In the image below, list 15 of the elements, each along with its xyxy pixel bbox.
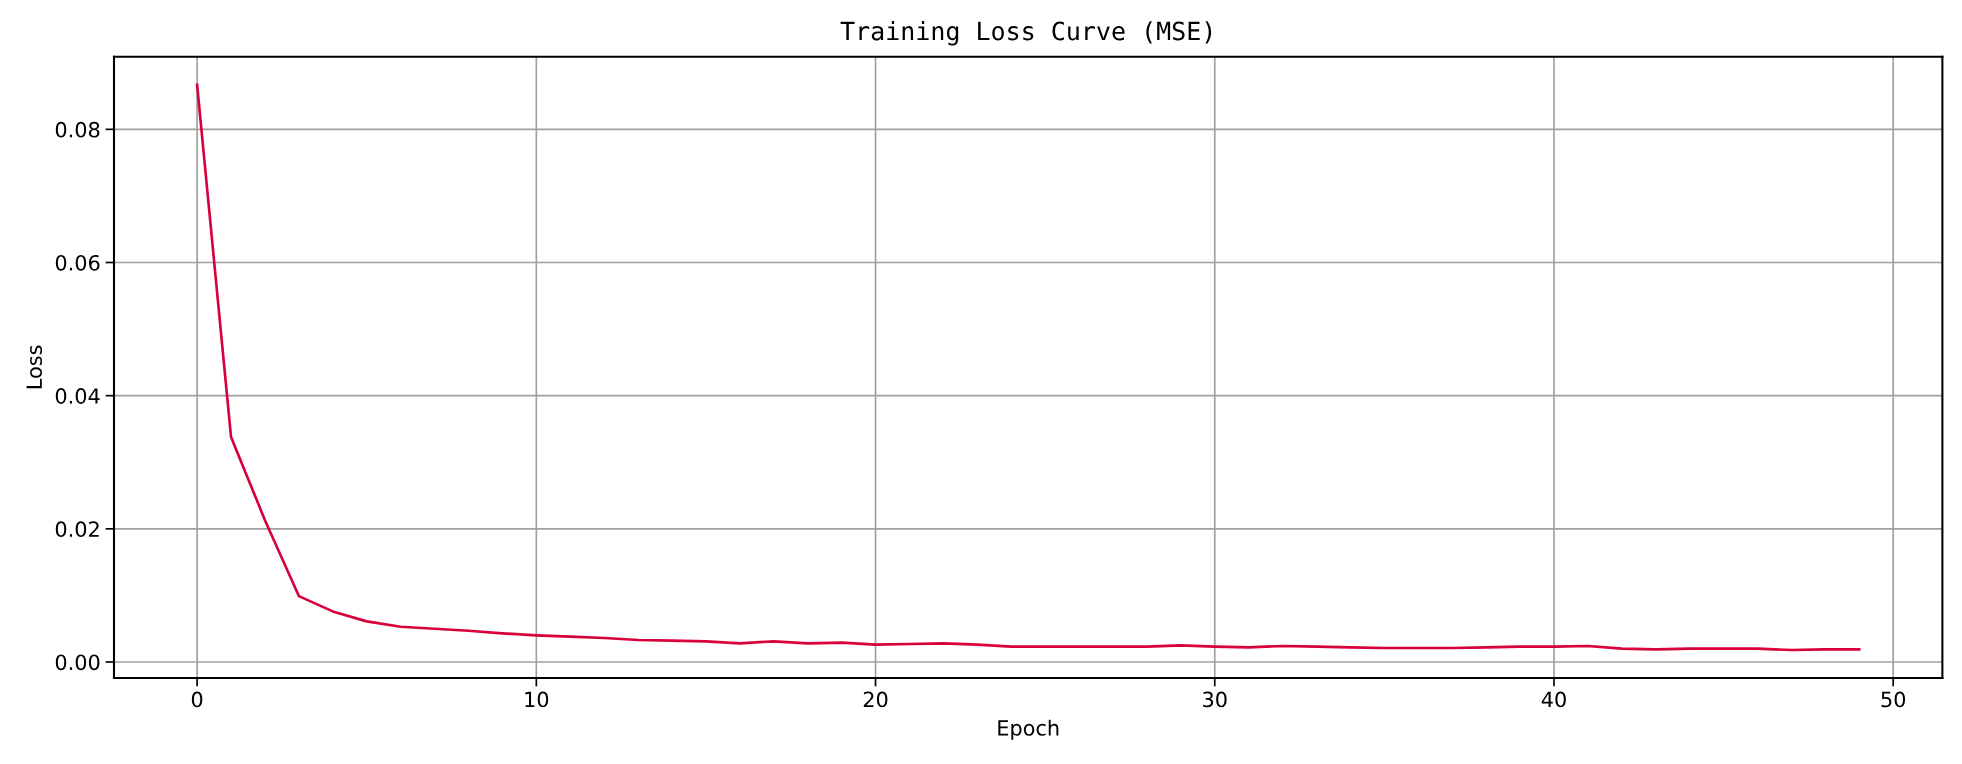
- x-axis-title: Epoch: [998, 719, 1059, 740]
- y-tick-label: 0.04: [55, 388, 100, 404]
- x-tick-label: 50: [1881, 691, 1906, 708]
- y-tick-label: 0.06: [55, 254, 100, 271]
- x-tick-label: 20: [863, 691, 888, 708]
- y-tick-label: 0.02: [55, 521, 99, 538]
- x-tick-label: 40: [1541, 691, 1566, 708]
- chart-title: Training Loss Curve (MSE): [840, 21, 1212, 46]
- y-tick-label: 0.00: [55, 654, 100, 671]
- x-tick-label: 0: [191, 691, 203, 708]
- x-tick-label: 30: [1203, 691, 1227, 708]
- y-tick-label: 0.08: [55, 121, 100, 138]
- y-axis-title: Loss: [26, 345, 43, 389]
- x-tick-label: 10: [525, 691, 549, 708]
- line-series: [195, 83, 1861, 652]
